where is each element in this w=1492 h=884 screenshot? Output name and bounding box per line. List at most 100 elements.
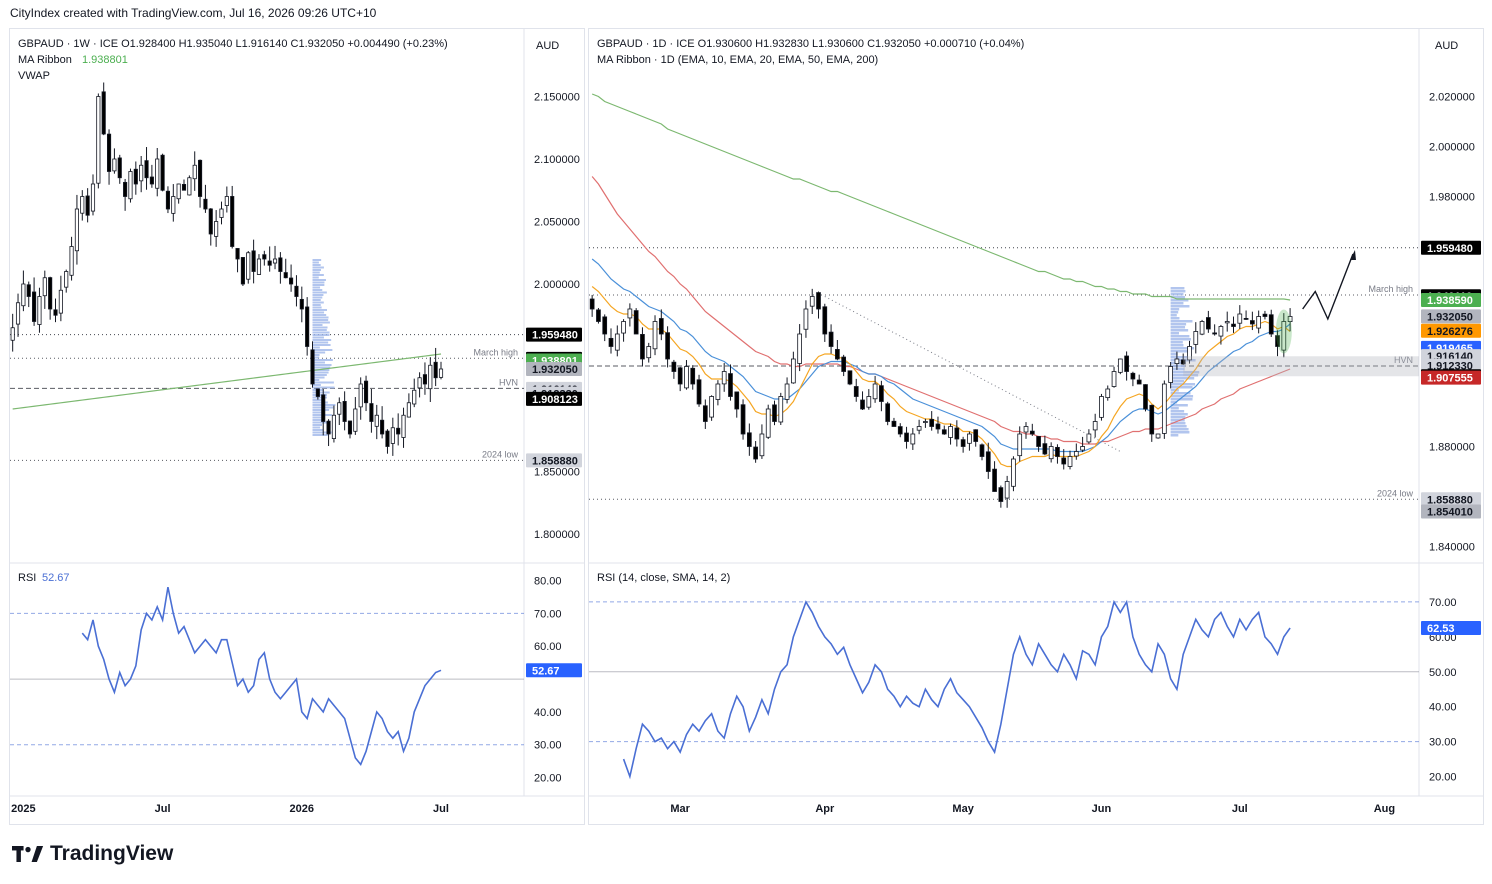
projection-arrow-head xyxy=(1349,250,1356,260)
volume-profile-bar xyxy=(312,399,324,401)
candle-body xyxy=(709,396,714,418)
candle-body xyxy=(646,346,652,359)
left-chart-panel[interactable]: GBPAUD · 1W · ICE O1.928400 H1.935040 L1… xyxy=(9,28,585,825)
volume-profile-bar xyxy=(1170,347,1195,350)
ema10-line xyxy=(591,286,1291,468)
candle-body xyxy=(42,277,47,297)
level-label-march-high: March high xyxy=(473,347,518,357)
left-rsi-label: RSI xyxy=(18,572,36,584)
volume-profile-bar xyxy=(1170,302,1184,305)
candle-body xyxy=(891,420,897,427)
candle-body xyxy=(979,444,985,457)
candle-body xyxy=(1218,326,1224,337)
candle-body xyxy=(772,404,777,422)
rsi-tick-label: 20.00 xyxy=(1429,772,1457,784)
price-badge-value: 1.932050 xyxy=(532,364,578,376)
candle-body xyxy=(58,289,63,314)
volume-profile-bar xyxy=(312,381,334,384)
price-badge-bg xyxy=(1421,370,1481,385)
candle-body xyxy=(721,371,727,385)
volume-profile-bar xyxy=(312,311,325,314)
candle-body xyxy=(665,332,670,360)
candle-body xyxy=(331,414,336,439)
volume-profile-bar xyxy=(1170,344,1184,347)
candle-body xyxy=(96,96,101,184)
price-badge-value: 1.858880 xyxy=(1427,494,1473,506)
rsi-line xyxy=(81,586,442,766)
volume-profile-bar xyxy=(312,431,332,434)
x-tick-label: Jul xyxy=(433,803,449,815)
candle-body xyxy=(1124,355,1129,372)
candle-body xyxy=(746,432,752,447)
price-badge-value: 1.926276 xyxy=(1427,326,1473,338)
hvn-zone xyxy=(1183,356,1419,377)
candle-body xyxy=(32,291,37,322)
candle-body xyxy=(1287,316,1293,322)
volume-profile-bar xyxy=(312,276,319,279)
volume-profile-bar xyxy=(312,261,319,264)
volume-profile-bar xyxy=(1170,428,1189,431)
volume-profile-bar xyxy=(1170,314,1177,317)
candle-body xyxy=(684,366,689,389)
candle-body xyxy=(396,427,401,435)
candle-body xyxy=(797,333,802,364)
volume-profile-bar xyxy=(312,434,328,436)
volume-profile-bar xyxy=(1170,332,1180,335)
candle-body xyxy=(658,318,664,335)
candle-body xyxy=(401,414,406,438)
candle-body xyxy=(1161,383,1167,434)
candle-body xyxy=(305,306,310,347)
rsi-tick-label: 80.00 xyxy=(534,576,562,588)
volume-profile-bar xyxy=(312,324,323,326)
volume-profile-bar xyxy=(312,409,330,411)
candle-body xyxy=(948,426,953,438)
candle-body xyxy=(910,433,916,445)
price-badge-bg xyxy=(526,327,582,342)
volume-profile-bar xyxy=(1170,416,1186,419)
candle-body xyxy=(26,284,31,297)
volume-profile-bar xyxy=(312,304,321,306)
candle-body xyxy=(1149,404,1155,435)
price-badge-bg xyxy=(526,453,582,468)
volume-profile-bar xyxy=(312,299,321,301)
candle-body xyxy=(283,272,288,279)
volume-profile-bar xyxy=(312,259,322,261)
volume-profile-bar xyxy=(1170,434,1179,437)
candle-body xyxy=(916,426,922,431)
price-badge-value: 1.932050 xyxy=(1427,311,1473,323)
left-chart-layer: 2.150000 2.100000 2.050000 2.000000 1.850000… xyxy=(10,29,584,815)
volume-profile-bar xyxy=(1170,320,1193,323)
candle-body xyxy=(1250,320,1255,325)
candle-body xyxy=(1231,323,1236,327)
candle-body xyxy=(885,403,891,422)
right-chart-svg[interactable]: GBPAUD · 1D · ICE O1.930600 H1.932830 L1… xyxy=(589,29,1483,824)
candle-body xyxy=(1092,421,1098,431)
projection-arrow xyxy=(1302,253,1354,321)
volume-profile-bar xyxy=(1170,317,1180,320)
right-chart-panel[interactable]: GBPAUD · 1D · ICE O1.930600 H1.932830 L1… xyxy=(588,28,1484,825)
volume-profile-bar xyxy=(1170,296,1186,299)
candle-body xyxy=(80,196,85,214)
candle-body xyxy=(428,364,433,390)
candle-body xyxy=(1017,433,1023,457)
left-chart-svg[interactable]: GBPAUD · 1W · ICE O1.928400 H1.935040 L1… xyxy=(10,29,584,824)
candle-body xyxy=(954,427,960,440)
volume-profile-bar xyxy=(312,421,331,424)
candle-body xyxy=(872,383,878,400)
candle-body xyxy=(1029,430,1035,435)
volume-profile-bar xyxy=(1170,425,1187,428)
right-chart-layer: 2.020000 2.000000 1.980000 1.880000 1.840000… xyxy=(589,29,1483,815)
volume-profile-bar xyxy=(312,289,323,291)
candle-body xyxy=(765,408,771,438)
candle-body xyxy=(596,309,601,322)
candle-body xyxy=(822,306,828,335)
candle-body xyxy=(337,402,342,415)
volume-profile-bar xyxy=(312,424,323,426)
level-label-hvn: HVN xyxy=(1394,355,1413,365)
volume-profile-bar xyxy=(1170,350,1192,353)
rsi-line xyxy=(622,599,1291,780)
candle-body xyxy=(230,196,235,247)
candle-body xyxy=(10,327,15,341)
right-legend-main: GBPAUD · 1D · ICE O1.930600 H1.932830 L1… xyxy=(597,38,1024,50)
candle-body xyxy=(608,337,614,347)
